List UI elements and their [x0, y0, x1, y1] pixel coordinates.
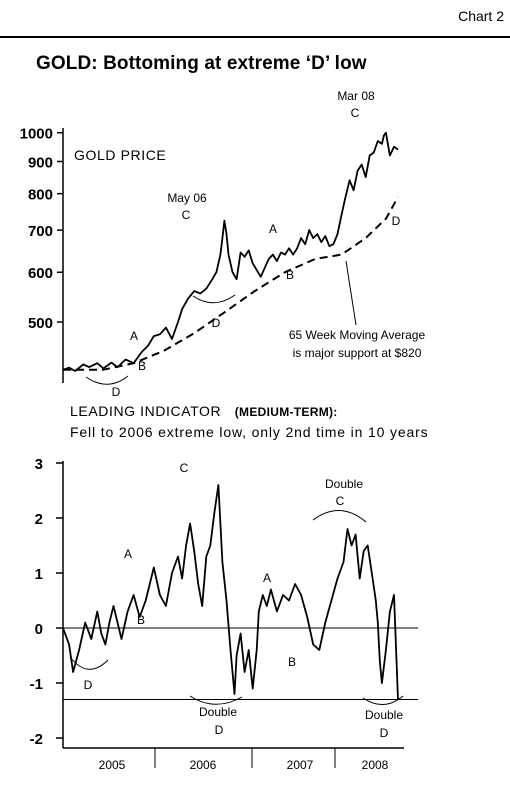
y-tick-label: -1 — [30, 676, 43, 693]
y-tick-label: 900 — [28, 154, 53, 171]
y-tick-label: -2 — [30, 731, 43, 748]
point-label: D — [212, 316, 221, 330]
header-rule — [0, 36, 510, 38]
indicator-title-sub: (MEDIUM-TERM): — [234, 405, 338, 419]
x-tick-label: 2005 — [99, 758, 126, 772]
indicator-title-main: LEADING INDICATOR — [70, 403, 222, 419]
x-tick-label: 2007 — [287, 758, 314, 772]
point-label: A — [130, 329, 138, 343]
low-arc — [192, 294, 236, 304]
callout-line — [345, 260, 357, 326]
y-tick-label: 3 — [35, 456, 43, 473]
y-tick-label: 1000 — [20, 126, 53, 143]
point-label: C — [351, 106, 360, 120]
point-label: D — [112, 385, 121, 399]
double-low-arc — [362, 695, 404, 705]
point-label: Double — [325, 477, 363, 491]
y-tick-label: 800 — [28, 187, 53, 204]
point-label: Double — [365, 708, 403, 722]
double-low-arc — [189, 695, 243, 705]
callout-text: is major support at $820 — [293, 346, 422, 360]
point-label: A — [124, 547, 132, 561]
point-label: Mar 08 — [337, 89, 375, 103]
point-label: C — [182, 208, 191, 222]
point-label: A — [263, 571, 271, 585]
point-label: Double — [199, 705, 237, 719]
indicator-line — [62, 484, 399, 700]
point-label: May 06 — [167, 191, 207, 205]
x-tick-label: 2006 — [190, 758, 217, 772]
y-tick-label: 700 — [28, 223, 53, 240]
point-label: D — [84, 678, 93, 692]
y-tick-label: 2 — [35, 511, 43, 528]
point-label: D — [380, 726, 389, 740]
low-arc — [69, 656, 109, 670]
point-label: C — [180, 461, 189, 475]
x-tick-label: 2008 — [362, 758, 389, 772]
point-label: B — [286, 268, 294, 282]
point-label: B — [138, 359, 146, 373]
chart-title: GOLD PRICE — [74, 147, 166, 163]
gold-price-line — [62, 131, 399, 372]
point-label: B — [288, 655, 296, 669]
gold-price-chart: 500 600 700 800 900 1000 GOLD PRICE Mar 08 C May … — [20, 89, 426, 399]
double-top-arc — [312, 510, 367, 523]
y-tick-label: 500 — [28, 315, 53, 332]
indicator-title-line1: LEADING INDICATOR (MEDIUM-TERM): — [70, 403, 338, 419]
y-tick-label: 600 — [28, 265, 53, 282]
low-arc — [85, 375, 129, 385]
y-tick-label: 0 — [35, 621, 43, 638]
callout-text: 65 Week Moving Average — [289, 328, 426, 342]
point-label: A — [269, 222, 277, 236]
point-label: C — [336, 494, 345, 508]
point-label: D — [215, 723, 224, 737]
indicator-title-line2: Fell to 2006 extreme low, only 2nd time … — [70, 424, 429, 440]
point-label: B — [137, 613, 145, 627]
point-label: D — [392, 214, 401, 228]
page-title: GOLD: Bottoming at extreme ‘D’ low — [36, 53, 367, 74]
moving-average-line — [63, 196, 399, 371]
chart-label: Chart 2 — [458, 8, 504, 24]
y-tick-label: 1 — [35, 566, 43, 583]
